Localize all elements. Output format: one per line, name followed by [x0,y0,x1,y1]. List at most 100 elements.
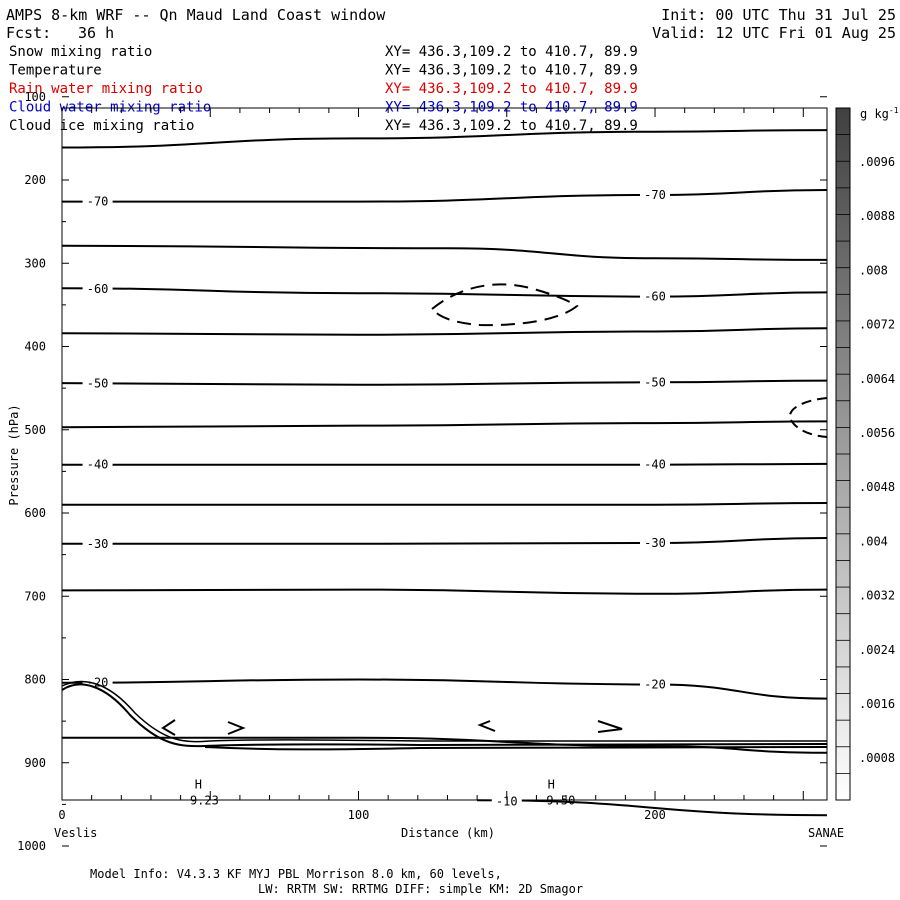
y-axis-title: Pressure (hPa) [7,404,21,505]
colorbar-label: .0056 [859,426,895,440]
contour-label-bg [640,677,671,692]
variable-legend: Snow mixing ratio XY= 436.3,109.2 to 410.… [9,44,638,134]
surface-line-upper [61,680,827,743]
contour-label-bg [640,457,671,472]
y-tick-label: 600 [24,506,46,520]
high-marker: H [195,778,202,792]
colorbar-label: .0008 [859,751,895,765]
colorbar-label: .0016 [859,697,895,711]
temperature-contour [61,502,828,506]
model-info-line2: LW: RRTM SW: RRTMG DIFF: simple KM: 2D S… [258,882,583,896]
contour-label-bg [82,194,113,209]
contour-label: -70 [644,188,666,202]
y-tick-label: 700 [24,589,46,603]
annotation-layer: H 9.23 H -9.50 [61,283,828,808]
legend-variable-xy: XY= 436.3,109.2 to 410.7, 89.9 [385,44,638,60]
left-endpoint-label: Veslis [54,826,97,840]
contour-label-bg [640,535,671,550]
temperature-contour [61,379,828,386]
contour-label-bg [640,289,671,304]
colorbar-label: .008 [859,263,888,277]
legend-variable-name: Snow mixing ratio [9,44,152,60]
x-axis-title: Distance (km) [401,826,495,840]
temperature-contour [61,244,828,261]
contour-label: -40 [87,458,109,472]
x-tick-label: 200 [644,808,666,822]
valid-time: Valid: 12 UTC Fri 01 Aug 25 [652,24,896,42]
temperature-contour [477,799,828,817]
snow-mixing-contour-edge [788,397,828,438]
high-marker: H [548,778,555,792]
contour-label: -10 [496,794,518,808]
y-tick-label: 500 [24,423,46,437]
contour-layer: -70 -70-60-60-50 -50-40 -40-30 -30-20 -20-10 [61,129,828,817]
contour-label-bg [82,457,113,472]
contour-label: -70 [87,195,109,209]
init-time: Init: 00 UTC Thu 31 Jul 25 [661,6,896,24]
legend-variable-name: Rain water mixing ratio [9,81,203,97]
bracket-mark [477,720,496,732]
temperature-contour [61,420,828,429]
surface-line [61,683,828,748]
y-tick-label: 900 [24,756,46,770]
contour-label-bg [640,375,671,390]
contour-label-bg [82,281,113,296]
contour-label-bg [491,794,522,809]
contour-label: -40 [644,458,666,472]
bracket-mark [597,720,623,733]
axis-ticks: 100 200 300 400 500 600 700 800 900 1000 0 100 200 [17,90,827,853]
legend-variable-xy: XY= 436.3,109.2 to 410.7, 89.9 [385,81,638,97]
chart-title: AMPS 8-km WRF -- Qn Maud Land Coast wind… [6,6,386,24]
contour-label: -30 [644,536,666,550]
legend-variable-xy: XY= 436.3,109.2 to 410.7, 89.9 [385,118,638,134]
legend-variable-name: Cloud ice mixing ratio [9,118,194,134]
colorbar-label: .0096 [859,155,895,169]
temperature-contour [61,327,828,336]
contour-label: -30 [87,537,109,551]
y-tick-label: 200 [24,173,46,187]
temperature-contour [61,537,828,545]
high-value: -9.50 [539,794,575,808]
contour-label-bg [640,187,671,202]
colorbar-label: .0088 [859,209,895,223]
colorbar-label: .0024 [859,643,895,657]
colorbar-unit: g kg-1 [860,106,899,121]
snow-mixing-contour [430,283,579,327]
y-tick-label: 300 [24,256,46,270]
surface-line-lower [204,746,828,751]
y-tick-label: 400 [24,340,46,354]
bracket-mark [227,721,246,735]
forecast-label: Fcst: [6,24,51,42]
contour-label: -50 [87,376,109,390]
contour-label-bg [82,376,113,391]
colorbar-label: .004 [859,534,888,548]
temperature-contour [61,189,828,203]
forecast-hours: 36 h [78,24,114,42]
y-tick-label: 800 [24,673,46,687]
legend-variable-xy: XY= 436.3,109.2 to 410.7, 89.9 [385,63,638,79]
contour-label: -60 [644,290,666,304]
temperature-contour [61,287,828,298]
model-info-line1: Model Info: V4.3.3 KF MYJ PBL Morrison 8… [90,867,502,881]
colorbar-label: .0048 [859,480,895,494]
legend-variable-name: Temperature [9,63,102,79]
y-tick-label: 1000 [17,839,46,853]
plot-frame [61,107,828,801]
y-tick-label: 100 [24,90,46,104]
temperature-contour [61,588,828,595]
contour-label: -20 [644,677,666,691]
colorbar-label: .0064 [859,372,895,386]
contour-label: -60 [87,282,109,296]
right-endpoint-label: SANAE [808,826,844,840]
high-value: 9.23 [190,794,219,808]
contour-label: -50 [644,375,666,389]
x-tick-label: 100 [348,808,370,822]
x-tick-label: 0 [58,808,65,822]
temperature-contour [61,678,828,700]
temperature-contour [62,462,828,466]
temperature-contour [61,129,828,149]
colorbar-label: .0072 [859,318,895,332]
bracket-mark [161,719,176,736]
colorbar-ticks: .0096 .0088 .008 .0072 .0064 .0056 .0048 .004 .0… [836,107,895,801]
